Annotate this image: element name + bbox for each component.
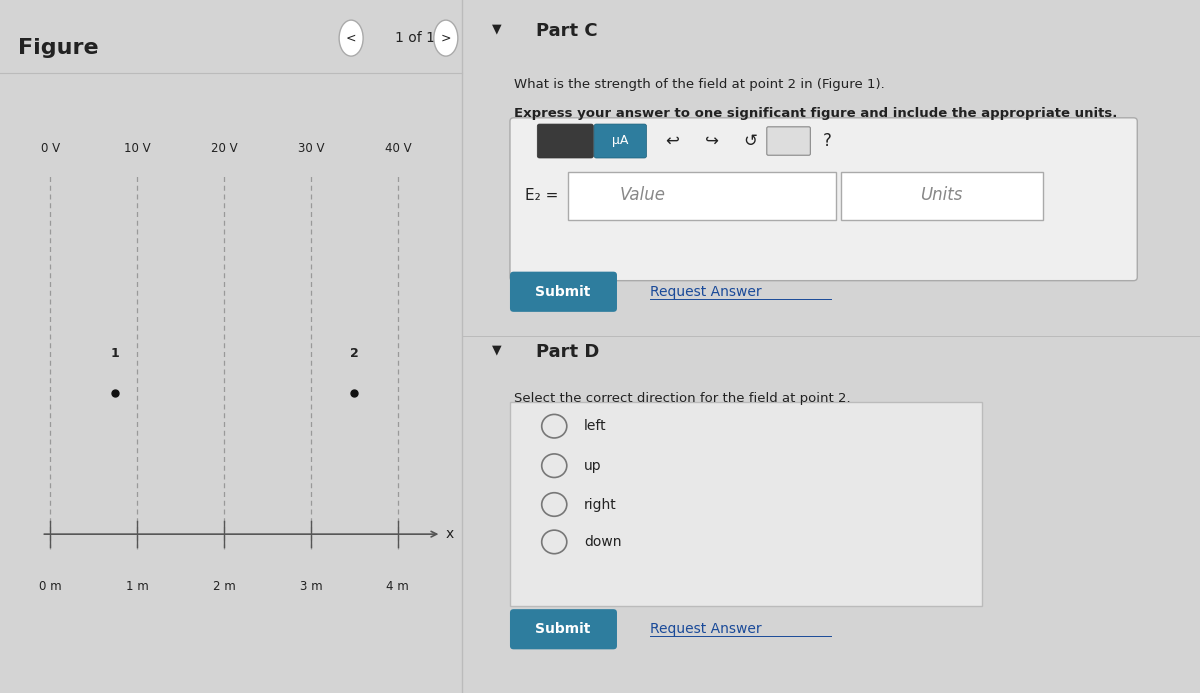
Circle shape	[541, 454, 566, 477]
Text: left: left	[583, 419, 606, 433]
Text: Units: Units	[920, 186, 962, 204]
Text: Figure: Figure	[18, 38, 100, 58]
FancyBboxPatch shape	[568, 172, 836, 220]
Text: 30 V: 30 V	[298, 143, 324, 155]
Text: right: right	[583, 498, 617, 511]
Circle shape	[541, 530, 566, 554]
Text: <: <	[346, 32, 356, 44]
Text: Request Answer: Request Answer	[650, 622, 762, 636]
Circle shape	[434, 20, 458, 56]
Text: Part C: Part C	[535, 22, 598, 40]
Text: 40 V: 40 V	[384, 143, 412, 155]
Text: What is the strength of the field at point 2 in (Figure 1).: What is the strength of the field at poi…	[514, 78, 884, 91]
Text: >: >	[440, 32, 451, 44]
Text: ↺: ↺	[743, 132, 757, 150]
Text: 10 V: 10 V	[124, 143, 150, 155]
Text: down: down	[583, 535, 622, 549]
Text: E₂ =: E₂ =	[524, 188, 558, 203]
Text: Request Answer: Request Answer	[650, 285, 762, 299]
Text: up: up	[583, 459, 601, 473]
FancyBboxPatch shape	[510, 402, 983, 606]
Text: x: x	[445, 527, 454, 541]
Text: ▼: ▼	[492, 22, 502, 35]
Text: 1: 1	[110, 347, 120, 360]
Text: 1 m: 1 m	[126, 580, 149, 593]
FancyBboxPatch shape	[594, 124, 647, 158]
FancyBboxPatch shape	[538, 124, 593, 158]
Text: Express your answer to one significant figure and include the appropriate units.: Express your answer to one significant f…	[514, 107, 1117, 121]
Text: 20 V: 20 V	[211, 143, 238, 155]
Text: 0 m: 0 m	[38, 580, 61, 593]
FancyBboxPatch shape	[840, 172, 1043, 220]
Circle shape	[541, 414, 566, 438]
Text: ?: ?	[823, 132, 832, 150]
Circle shape	[541, 493, 566, 516]
FancyBboxPatch shape	[510, 609, 617, 649]
Text: Value: Value	[620, 186, 666, 204]
Text: 4 m: 4 m	[386, 580, 409, 593]
Text: 2: 2	[350, 347, 359, 360]
Text: Submit: Submit	[535, 622, 590, 636]
Text: Select the correct direction for the field at point 2.: Select the correct direction for the fie…	[514, 392, 851, 405]
Text: 0 V: 0 V	[41, 143, 60, 155]
FancyBboxPatch shape	[767, 127, 810, 155]
Text: 3 m: 3 m	[300, 580, 323, 593]
Text: ▼: ▼	[492, 343, 502, 356]
Text: μA: μA	[612, 134, 629, 147]
FancyBboxPatch shape	[510, 118, 1138, 281]
Text: Submit: Submit	[535, 285, 590, 299]
FancyBboxPatch shape	[510, 272, 617, 312]
Text: ↩: ↩	[665, 132, 679, 150]
Text: Part D: Part D	[535, 343, 599, 361]
Circle shape	[340, 20, 364, 56]
Text: 1 of 1: 1 of 1	[395, 31, 436, 45]
Text: 2 m: 2 m	[212, 580, 235, 593]
Text: ↪: ↪	[704, 132, 719, 150]
